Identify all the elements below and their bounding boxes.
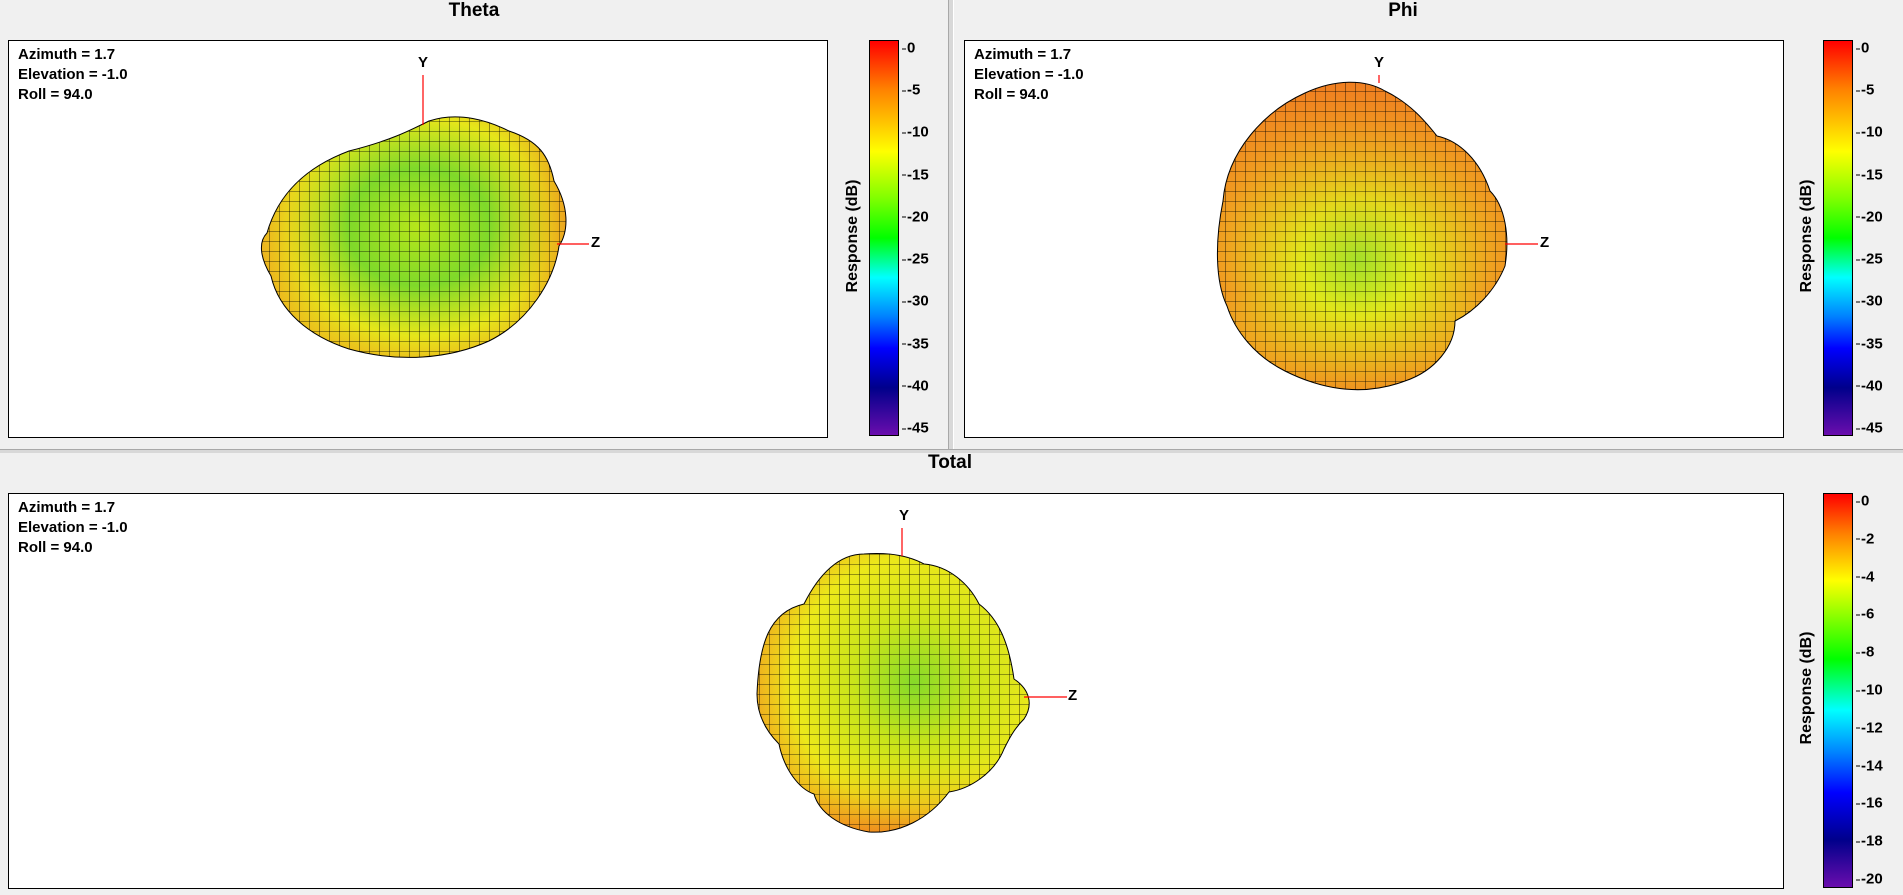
theta-title: Theta — [448, 0, 500, 21]
total-z-axis-label: Z — [1068, 687, 1078, 704]
colorbar-tick-label: -20 — [1856, 208, 1883, 226]
theta-z-axis-label: Z — [591, 234, 601, 251]
total-azimuth: Azimuth = 1.7 — [18, 499, 116, 516]
total-colorbar — [1823, 493, 1853, 888]
theta-view-info: Azimuth = 1.7 Elevation = -1.0 Roll = 94… — [18, 45, 128, 105]
phi-view-info: Azimuth = 1.7 Elevation = -1.0 Roll = 94… — [974, 45, 1084, 105]
colorbar-tick-label: -30 — [1856, 292, 1883, 310]
colorbar-tick-label: -15 — [1856, 166, 1883, 184]
colorbar-tick-label: -35 — [902, 335, 929, 353]
phi-panel: Phi Azimuth = 1.7 Elevation = -1.0 Roll … — [953, 0, 1903, 449]
colorbar-tick-label: -45 — [1856, 419, 1883, 437]
phi-colorbar-label: Response (dB) — [1798, 179, 1815, 293]
theta-elevation: Elevation = -1.0 — [18, 66, 128, 83]
colorbar-tick-label: -10 — [1856, 123, 1883, 141]
vertical-splitter[interactable] — [948, 0, 954, 449]
colorbar-tick-label: -6 — [1855, 605, 1875, 623]
phi-z-axis-label: Z — [1540, 234, 1550, 251]
phi-y-axis-label: Y — [1374, 54, 1385, 71]
theta-y-axis-label: Y — [418, 54, 429, 71]
colorbar-tick-label: -5 — [901, 81, 921, 99]
phi-elevation: Elevation = -1.0 — [974, 66, 1084, 83]
colorbar-tick-label: -40 — [1856, 377, 1883, 395]
theta-panel: Theta Azimuth = 1.7 Elevation = -1.0 Rol… — [0, 0, 948, 449]
phi-azimuth: Azimuth = 1.7 — [974, 46, 1072, 63]
colorbar-tick-label: -15 — [902, 166, 929, 184]
total-plot-area[interactable]: Azimuth = 1.7 Elevation = -1.0 Roll = 94… — [8, 493, 1784, 889]
colorbar-tick-label: -18 — [1856, 832, 1883, 850]
colorbar-tick-label: -16 — [1856, 794, 1883, 812]
horizontal-splitter[interactable] — [0, 449, 1903, 453]
phi-title: Phi — [1388, 0, 1418, 21]
total-surface — [756, 528, 1067, 833]
colorbar-tick-label: -20 — [1856, 870, 1883, 888]
colorbar-tick-label: -2 — [1855, 530, 1875, 548]
colorbar-tick-label: -5 — [1855, 81, 1875, 99]
colorbar-tick-label: -12 — [1856, 719, 1883, 737]
colorbar-tick-label: 0 — [1855, 39, 1870, 57]
theta-azimuth: Azimuth = 1.7 — [18, 46, 116, 63]
theta-colorbar-label: Response (dB) — [844, 179, 861, 293]
colorbar-tick-label: -25 — [1856, 250, 1883, 268]
colorbar-tick-label: -4 — [1855, 568, 1875, 586]
total-title: Total — [928, 452, 972, 473]
phi-surface — [1216, 75, 1538, 391]
total-colorbar-label: Response (dB) — [1798, 631, 1815, 745]
colorbar-tick-label: 0 — [901, 39, 916, 57]
theta-colorbar — [869, 40, 899, 436]
phi-colorbar — [1823, 40, 1853, 436]
colorbar-tick-label: -25 — [902, 250, 929, 268]
colorbar-tick-label: -10 — [902, 123, 929, 141]
total-panel: Total Azimuth = 1.7 Elevation = -1.0 Rol… — [0, 452, 1903, 895]
theta-plot-area[interactable]: Azimuth = 1.7 Elevation = -1.0 Roll = 94… — [8, 40, 828, 438]
colorbar-tick-label: -35 — [1856, 335, 1883, 353]
colorbar-tick-label: -45 — [902, 419, 929, 437]
colorbar-tick-label: -20 — [902, 208, 929, 226]
colorbar-tick-label: 0 — [1855, 492, 1870, 510]
colorbar-tick-label: -14 — [1856, 757, 1883, 775]
colorbar-tick-label: -30 — [902, 292, 929, 310]
colorbar-tick-label: -8 — [1855, 643, 1875, 661]
total-roll: Roll = 94.0 — [18, 539, 93, 556]
colorbar-tick-label: -10 — [1856, 681, 1883, 699]
theta-roll: Roll = 94.0 — [18, 86, 93, 103]
total-y-axis-label: Y — [899, 507, 910, 524]
theta-surface — [261, 75, 589, 358]
colorbar-tick-label: -40 — [902, 377, 929, 395]
total-view-info: Azimuth = 1.7 Elevation = -1.0 Roll = 94… — [18, 498, 128, 558]
phi-roll: Roll = 94.0 — [974, 86, 1049, 103]
total-elevation: Elevation = -1.0 — [18, 519, 128, 536]
phi-plot-area[interactable]: Azimuth = 1.7 Elevation = -1.0 Roll = 94… — [964, 40, 1784, 438]
